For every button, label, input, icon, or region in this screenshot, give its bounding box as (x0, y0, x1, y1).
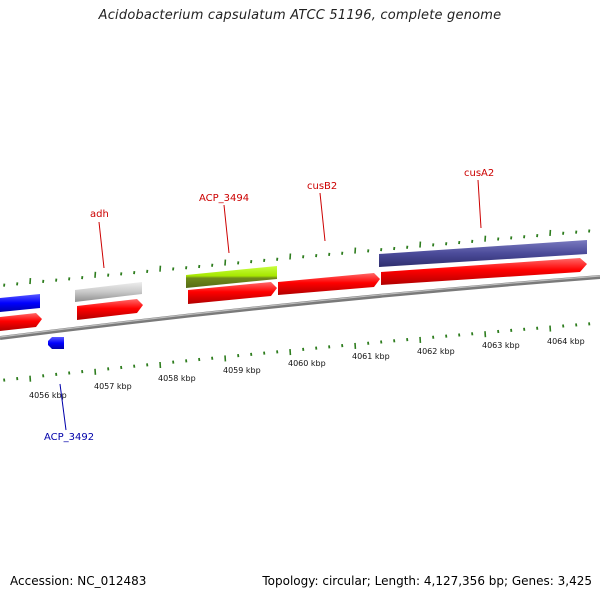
cds-arrow-adh[interactable] (77, 299, 143, 320)
scale-labels: 4056 kbp 4057 kbp 4058 kbp 4059 kbp 4060… (29, 337, 585, 400)
accession-text: Accession: NC_012483 (10, 574, 147, 588)
acp3492-leader-line (59, 383, 67, 431)
scale-label-4062: 4062 kbp (417, 347, 455, 356)
scale-label-4061: 4061 kbp (352, 352, 390, 361)
lower-tick-row (3, 322, 591, 382)
upper-tick-row (3, 229, 591, 287)
genome-backbone-highlight (0, 275, 600, 338)
cds-arrow-acp3494[interactable] (188, 282, 277, 304)
cds-arrow-cusa2[interactable] (381, 258, 587, 285)
gene-label-cusb2[interactable]: cusB2 (307, 181, 337, 192)
cusb2-leader-line (319, 192, 326, 242)
adh-leader-line (98, 221, 105, 269)
genome-stats-text: Topology: circular; Length: 4,127,356 bp… (262, 574, 592, 588)
acp3492-gene-feature[interactable] (48, 337, 64, 349)
gene-label-acp3492[interactable]: ACP_3492 (44, 432, 94, 443)
scale-label-4059: 4059 kbp (223, 366, 261, 375)
cusa2-gene-feature[interactable] (379, 240, 587, 267)
gene-label-acp3494[interactable]: ACP_3494 (199, 193, 249, 204)
scale-label-4058: 4058 kbp (158, 374, 196, 383)
cusa2-leader-line (477, 179, 482, 229)
cds-arrow-1[interactable] (0, 313, 42, 331)
gene-label-adh[interactable]: adh (90, 209, 109, 220)
genome-backbone (0, 275, 600, 340)
scale-label-4060: 4060 kbp (288, 359, 326, 368)
scale-label-4057: 4057 kbp (94, 382, 132, 391)
map-title: Acidobacterium capsulatum ATCC 51196, co… (98, 8, 502, 23)
cds-arrow-cusb2[interactable] (278, 273, 380, 295)
acp3494-leader-line (223, 204, 230, 254)
acp3494-gene-feature[interactable] (186, 266, 277, 288)
scale-label-4063: 4063 kbp (482, 341, 520, 350)
gene-label-cusa2[interactable]: cusA2 (464, 168, 494, 179)
scale-label-4064: 4064 kbp (547, 337, 585, 346)
scale-label-4056: 4056 kbp (29, 391, 67, 400)
adh-gene-feature[interactable] (75, 282, 142, 302)
blue-gene-feature[interactable] (0, 294, 40, 312)
